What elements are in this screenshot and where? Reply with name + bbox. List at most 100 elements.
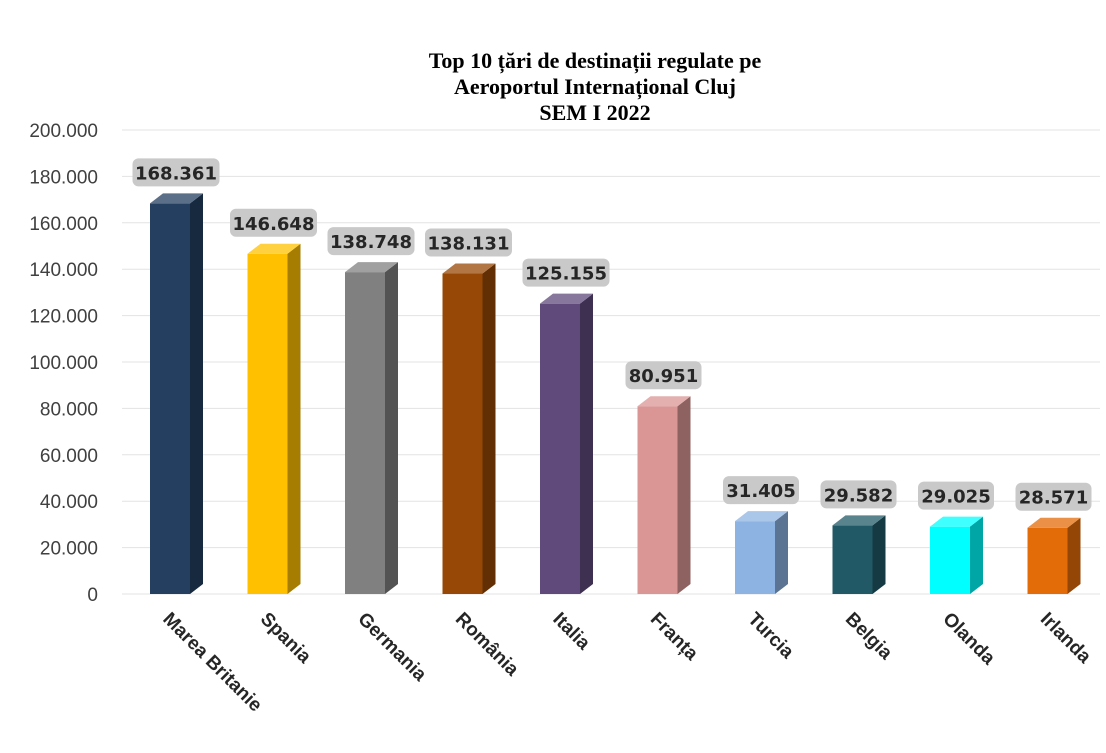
data-label: 28.571 <box>1015 482 1092 511</box>
bar-front <box>540 303 580 594</box>
bar-side <box>872 515 886 594</box>
bar-top <box>345 262 398 273</box>
bar-side <box>385 262 398 594</box>
y-tick-label: 120.000 <box>29 307 98 328</box>
bars <box>150 193 1081 595</box>
bar-front <box>150 203 190 595</box>
bar-front <box>735 521 775 594</box>
bar-top <box>1027 517 1081 528</box>
x-category-label: Franța <box>646 609 702 665</box>
data-label-text: 125.155 <box>525 264 607 285</box>
data-label: 80.951 <box>625 361 702 390</box>
bar-side <box>580 293 593 594</box>
bar-side <box>775 511 788 594</box>
data-label: 146.648 <box>230 208 317 237</box>
x-category-label: Italia <box>548 609 594 655</box>
data-label-text: 138.748 <box>330 232 412 253</box>
bar <box>442 263 496 594</box>
bar <box>930 516 983 594</box>
data-label-box <box>723 476 799 505</box>
data-label: 138.748 <box>327 227 415 256</box>
data-label-box <box>820 480 897 509</box>
bar-side <box>677 396 691 594</box>
data-label-box <box>918 481 994 510</box>
bar-side <box>970 516 983 594</box>
bar-side <box>190 193 203 595</box>
data-label: 138.131 <box>425 228 512 257</box>
data-label-text: 80.951 <box>629 366 698 387</box>
data-label: 29.582 <box>820 480 897 509</box>
bar-side <box>1067 517 1081 594</box>
bar-front <box>832 525 873 594</box>
bar-top <box>735 511 788 522</box>
data-label-box <box>1015 482 1092 511</box>
chart-title: Top 10 țări de destinații regulate pe Ae… <box>429 48 762 125</box>
x-category-label: Belgia <box>841 609 896 664</box>
y-tick-label: 60.000 <box>40 446 98 467</box>
x-category-label: Olanda <box>938 609 999 670</box>
data-label-box <box>132 158 220 187</box>
data-label-box <box>522 258 610 287</box>
chart-title-line-1: Top 10 țări de destinații regulate pe <box>429 48 762 74</box>
y-tick-label: 160.000 <box>29 214 98 235</box>
bar-top <box>832 515 886 526</box>
data-label: 168.361 <box>132 158 220 187</box>
bar-top <box>540 293 593 304</box>
bar <box>345 262 398 594</box>
data-label-text: 168.361 <box>135 163 217 184</box>
data-label-text: 138.131 <box>428 234 510 255</box>
data-label-text: 29.025 <box>921 487 990 508</box>
data-label: 125.155 <box>522 258 610 287</box>
y-tick-label: 140.000 <box>29 260 98 281</box>
bar-top <box>442 263 496 274</box>
x-category-label: Marea Britanie <box>158 609 265 716</box>
data-labels: 168.361 146.648 138.748 138.131 125.155 80.95… <box>132 158 1092 511</box>
chart-title-line-3: SEM I 2022 <box>539 100 650 125</box>
bar-front <box>1027 527 1068 594</box>
data-label: 29.025 <box>918 481 994 510</box>
data-label-box <box>425 228 512 257</box>
y-tick-label: 100.000 <box>29 353 98 374</box>
x-category-label: România <box>451 609 523 681</box>
x-category-label: Spania <box>256 609 315 668</box>
bar-front <box>637 406 678 594</box>
bar <box>1027 517 1081 594</box>
data-label-text: 28.571 <box>1019 488 1088 509</box>
y-tick-label: 180.000 <box>29 167 98 188</box>
bar-front <box>442 273 483 594</box>
bar <box>150 193 203 595</box>
y-tick-label: 80.000 <box>40 399 98 420</box>
x-category-label: Irlanda <box>1036 609 1095 668</box>
data-label-text: 146.648 <box>233 214 315 235</box>
bar <box>247 243 301 594</box>
bar-top <box>637 396 691 407</box>
y-tick-label: 200.000 <box>29 121 98 142</box>
x-category-label: Germania <box>353 609 430 686</box>
bar <box>637 396 691 594</box>
y-axis-tick-labels: 0 20.000 40.000 60.000 80.000 100.000 120.000 1… <box>29 121 98 606</box>
data-label: 31.405 <box>723 476 799 505</box>
bar-top <box>247 243 301 254</box>
chart-title-line-2: Aeroportul Internațional Cluj <box>454 74 736 100</box>
y-tick-label: 40.000 <box>40 492 98 513</box>
bar-front <box>345 272 385 594</box>
bar-front <box>930 526 970 594</box>
bar-side <box>287 243 301 594</box>
bar <box>832 515 886 594</box>
data-label-box <box>625 361 702 390</box>
bar-front <box>247 253 288 594</box>
data-label-box <box>327 227 415 256</box>
bar-top <box>930 516 983 527</box>
data-label-text: 31.405 <box>726 481 795 502</box>
x-category-label: Turcia <box>743 609 797 663</box>
data-label-box <box>230 208 317 237</box>
data-label-text: 29.582 <box>824 485 893 506</box>
bar <box>735 511 788 594</box>
y-tick-label: 20.000 <box>40 539 98 560</box>
bar-top <box>150 193 203 204</box>
y-tick-label: 0 <box>87 585 98 606</box>
bar-side <box>482 263 496 594</box>
